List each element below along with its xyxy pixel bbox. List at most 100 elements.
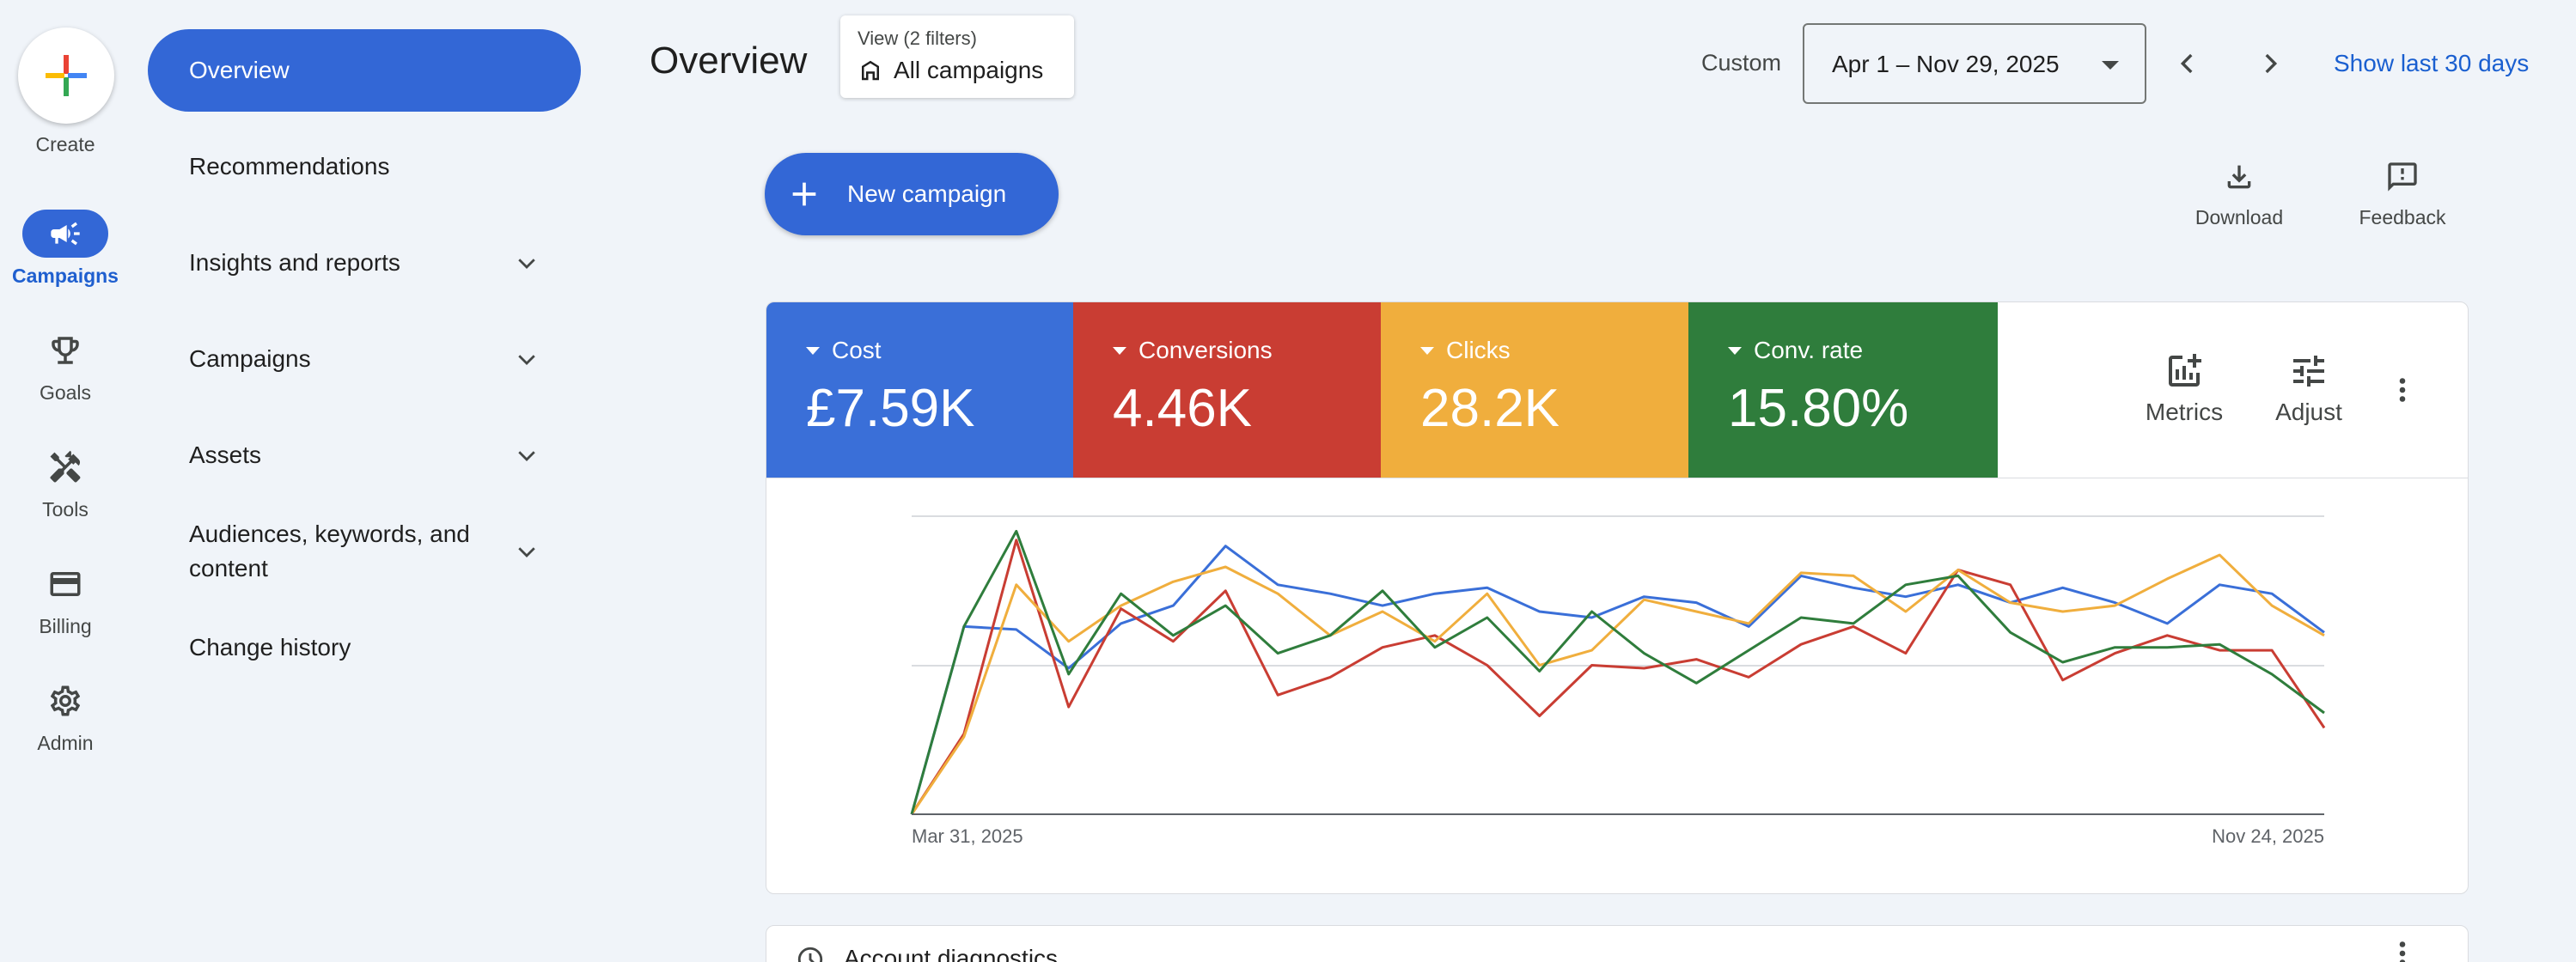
series-line-conversions[interactable] <box>910 539 2326 815</box>
series-line-cost[interactable] <box>910 545 2325 815</box>
new-campaign-button[interactable]: New campaign <box>765 153 1059 235</box>
clock-icon <box>797 947 823 962</box>
metric-name-row: Clicks <box>1420 337 1511 364</box>
caret-down-icon <box>1420 346 1434 355</box>
metric-name-row: Cost <box>806 337 882 364</box>
adjust-button[interactable]: Adjust <box>2253 350 2365 436</box>
gear-icon <box>50 685 81 716</box>
nav-item-insights-and-reports[interactable]: Insights and reports <box>148 222 581 304</box>
metric-name: Cost <box>832 337 882 363</box>
megaphone-icon <box>51 222 80 246</box>
metric-value: 4.46K <box>1113 379 1253 438</box>
chevron-down-icon[interactable] <box>514 250 540 276</box>
metric-tile-conv-rate[interactable]: Conv. rate 15.80% <box>1688 302 1998 478</box>
plus-icon <box>46 55 87 96</box>
nav-item-label: Recommendations <box>189 153 390 180</box>
nav-item-campaigns[interactable]: Campaigns <box>148 318 581 400</box>
nav-item-label: Campaigns <box>189 345 311 372</box>
adjust-label: Adjust <box>2275 399 2342 425</box>
rail-label-tools: Tools <box>42 498 89 521</box>
nav-item-recommendations[interactable]: Recommendations <box>148 125 581 208</box>
rail-item-billing[interactable] <box>22 560 108 608</box>
rail-item-campaigns[interactable] <box>22 210 108 258</box>
chevron-down-icon[interactable] <box>514 346 540 372</box>
download-icon <box>2227 165 2251 189</box>
download-button[interactable]: Download <box>2179 155 2299 240</box>
plus-icon <box>792 182 816 206</box>
nav-item-label: Insights and reports <box>189 249 400 276</box>
add-chart-icon <box>2169 354 2201 387</box>
chevron-right-icon <box>2265 53 2278 74</box>
metric-tile-clicks[interactable]: Clicks 28.2K <box>1381 302 1688 478</box>
caret-down-icon <box>1113 346 1126 355</box>
tune-icon <box>2293 356 2324 387</box>
metrics-button[interactable]: Metrics <box>2128 350 2240 436</box>
nav-item-assets[interactable]: Assets <box>148 414 581 496</box>
tools-icon <box>50 450 81 483</box>
performance-line-chart: Mar 31, 2025 Nov 24, 2025 <box>910 515 2326 847</box>
nav-item-label: Assets <box>189 441 262 468</box>
metric-tile-cost[interactable]: Cost £7.59K <box>766 302 1073 478</box>
feedback-icon <box>2388 162 2417 192</box>
nav-item-audiences-keywords-content[interactable]: Audiences, keywords, and content <box>148 510 581 593</box>
metric-tile-conversions[interactable]: Conversions 4.46K <box>1073 302 1381 478</box>
new-campaign-label: New campaign <box>847 180 1007 207</box>
feedback-label: Feedback <box>2359 206 2446 228</box>
metrics-label: Metrics <box>2145 399 2224 425</box>
account-diagnostics-label: Account diagnostics <box>844 945 1059 962</box>
trophy-icon <box>52 337 79 364</box>
view-filter-value-row: All campaigns <box>858 57 1043 84</box>
create-button[interactable] <box>18 27 114 124</box>
rail-item-goals[interactable] <box>22 326 108 374</box>
date-range-picker[interactable]: Apr 1 – Nov 29, 2025 <box>1803 23 2146 104</box>
chevron-down-icon[interactable] <box>514 539 540 564</box>
view-filter-value: All campaigns <box>894 57 1044 83</box>
metric-name-row: Conversions <box>1113 337 1273 364</box>
create-label: Create <box>35 133 95 155</box>
metric-value: 15.80% <box>1728 379 1909 438</box>
metric-name-row: Conv. rate <box>1728 337 1863 364</box>
date-range-value: Apr 1 – Nov 29, 2025 <box>1832 51 2060 77</box>
previous-period-button[interactable] <box>2162 38 2213 89</box>
rail-label-goals: Goals <box>39 381 92 404</box>
more-options-icon[interactable] <box>2387 935 2418 962</box>
chevron-down-icon[interactable] <box>514 442 540 468</box>
rail-label-admin: Admin <box>37 732 94 754</box>
x-tick-label-end: Nov 24, 2025 <box>2212 825 2324 847</box>
caret-down-icon <box>806 346 820 355</box>
nav-item-label: Overview <box>189 57 290 83</box>
next-period-button[interactable] <box>2244 38 2296 89</box>
metric-value: £7.59K <box>806 379 975 438</box>
nav-item-overview[interactable]: Overview <box>148 29 581 112</box>
credit-card-icon <box>50 572 81 596</box>
view-filter-selector[interactable]: View (2 filters) All campaigns <box>840 15 1074 98</box>
rail-item-admin[interactable] <box>22 677 108 725</box>
feedback-button[interactable]: Feedback <box>2342 155 2463 240</box>
metric-name: Conversions <box>1138 337 1273 363</box>
download-label: Download <box>2194 206 2284 228</box>
view-filter-hint: View (2 filters) <box>858 27 977 49</box>
dropdown-arrow-icon <box>2102 61 2119 70</box>
building-icon <box>862 60 879 81</box>
nav-item-change-history[interactable]: Change history <box>148 606 581 689</box>
show-last-30-days-link[interactable]: Show last 30 days <box>2334 50 2530 76</box>
caret-down-icon <box>1728 346 1742 355</box>
navigation-rail: Create Campaigns Goals Tools Billing Adm… <box>0 0 131 962</box>
metric-name: Conv. rate <box>1754 337 1864 363</box>
series-line-clicks[interactable] <box>910 553 2325 815</box>
metric-value: 28.2K <box>1420 379 1560 438</box>
chevron-left-icon <box>2180 53 2193 74</box>
custom-range-label: Custom <box>1701 50 1782 76</box>
series-line-conv-rate[interactable] <box>910 529 2325 815</box>
performance-card: Cost £7.59K Conversions 4.46K Clicks 28.… <box>766 301 2469 894</box>
nav-item-label: Change history <box>189 634 351 661</box>
rail-label-campaigns: Campaigns <box>12 265 119 287</box>
more-options-icon[interactable] <box>2387 371 2418 409</box>
rail-label-billing: Billing <box>39 615 92 637</box>
nav-item-label: Audiences, keywords, and content <box>189 521 470 581</box>
page-title: Overview <box>650 40 808 82</box>
account-diagnostics-card[interactable]: Account diagnostics <box>766 925 2469 962</box>
metric-name: Clicks <box>1446 337 1511 363</box>
rail-item-tools[interactable] <box>22 443 108 491</box>
x-tick-label-start: Mar 31, 2025 <box>912 825 1023 847</box>
